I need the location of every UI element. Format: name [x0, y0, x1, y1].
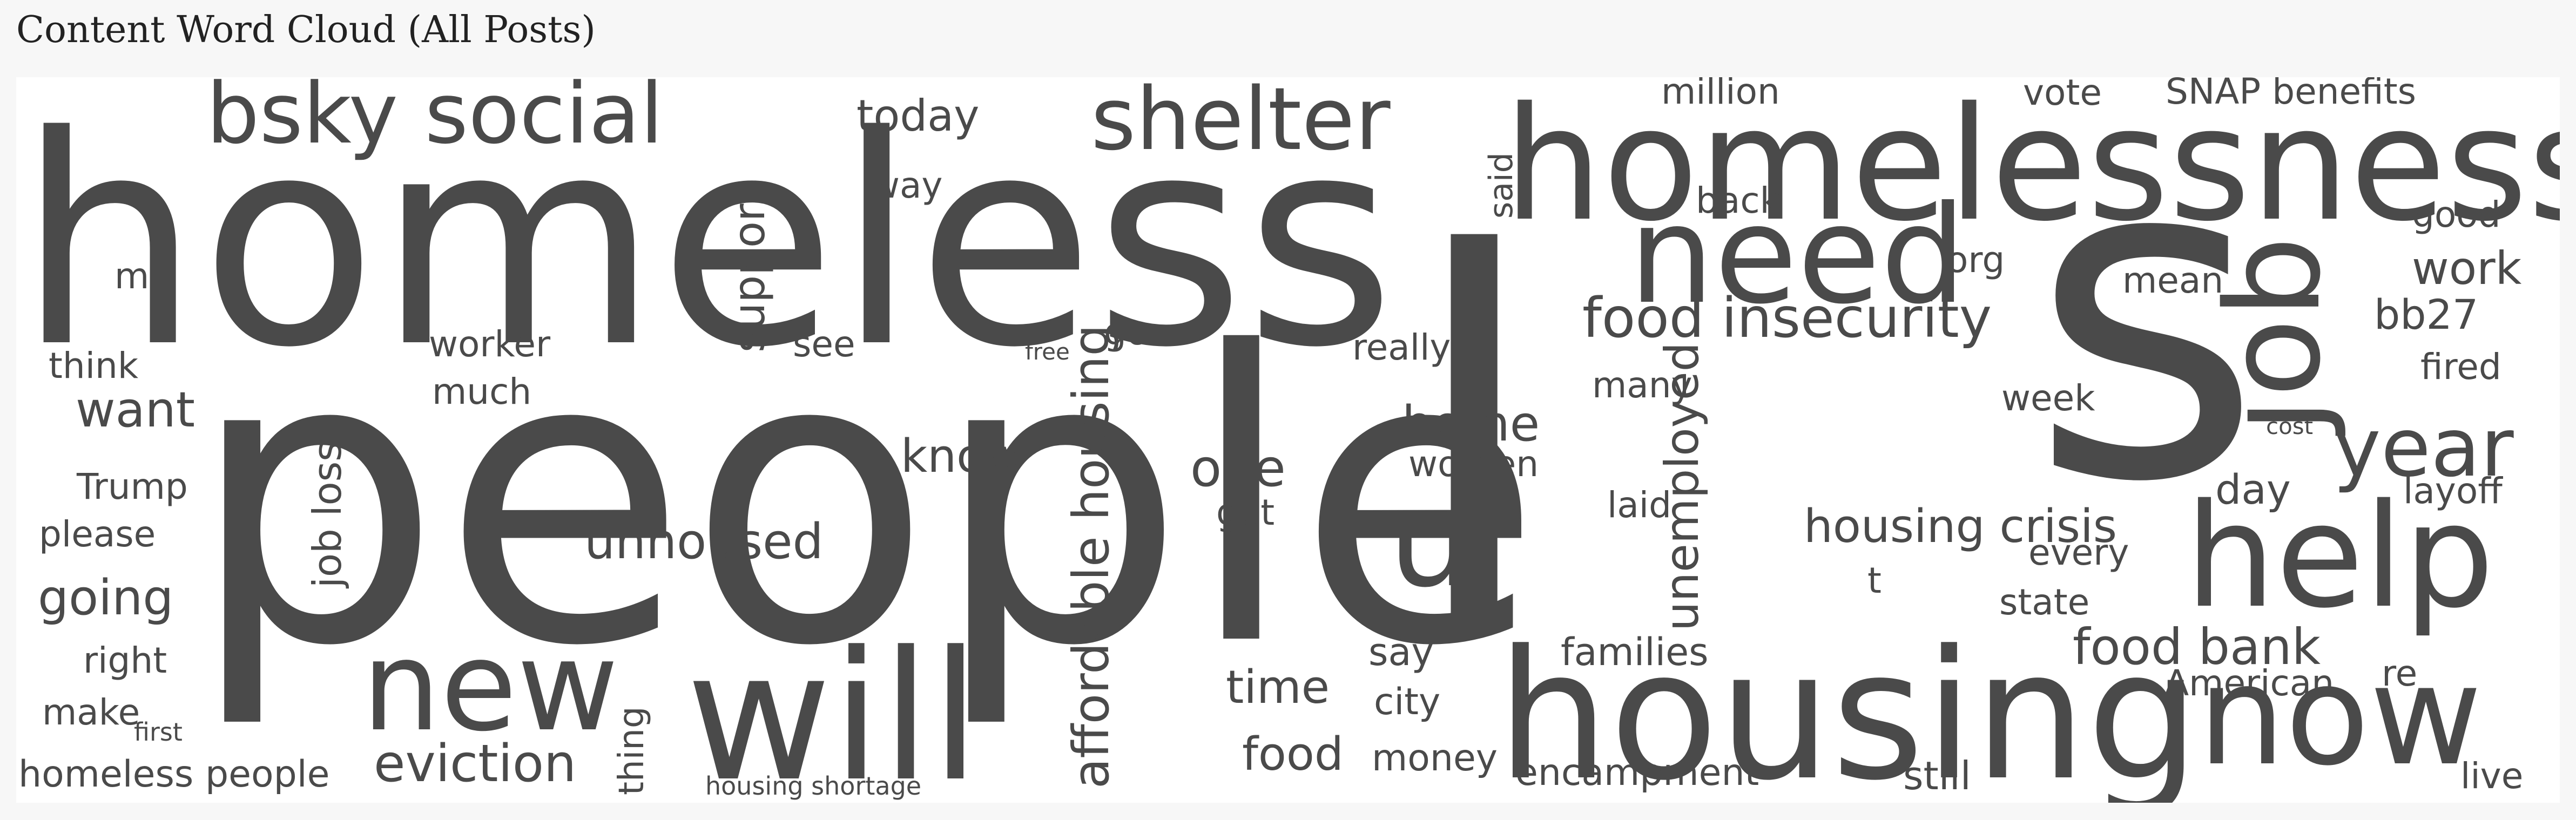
word-back: back: [1696, 180, 1781, 221]
word-vote: vote: [2023, 77, 2102, 113]
word-time: time: [1226, 661, 1330, 714]
word-much: much: [432, 371, 532, 412]
word-see: see: [793, 323, 855, 365]
word-food-insecurity: food insecurity: [1582, 286, 1992, 350]
word-org: org: [1946, 239, 2005, 281]
word-now: now: [2198, 636, 2483, 796]
word-every: every: [2028, 532, 2129, 573]
word-go: go: [1104, 311, 1149, 353]
word-know: know: [901, 430, 1022, 483]
word-free: free: [1025, 338, 1070, 365]
word-t: t: [1867, 560, 1882, 601]
figure-title: Content Word Cloud (All Posts): [16, 9, 596, 51]
word-make: make: [42, 692, 140, 733]
word-one: one: [1190, 439, 1286, 498]
word-good: good: [2412, 194, 2501, 235]
word-home: home: [1402, 396, 1540, 452]
word-state: state: [1999, 581, 2090, 623]
word-m: m: [114, 255, 150, 297]
word-fired: fired: [2420, 346, 2501, 388]
word-want: want: [76, 382, 195, 438]
word-day: day: [2215, 465, 2291, 513]
word-please: please: [39, 513, 156, 555]
word-food: food: [1242, 728, 1344, 781]
word-mean: mean: [2122, 260, 2224, 301]
word-think: think: [49, 345, 139, 387]
word-said: said: [1482, 152, 1520, 219]
word-unhoused: unhoused: [584, 513, 824, 570]
word-going: going: [38, 570, 174, 626]
word-live: live: [2460, 755, 2524, 797]
word-housing-shortage: housing shortage: [705, 771, 922, 801]
word-people: people: [188, 268, 1543, 733]
word-really: really: [1352, 327, 1451, 368]
word-s: s: [2029, 77, 2263, 580]
word-right: right: [83, 640, 167, 681]
word-year: year: [2333, 401, 2514, 495]
word-thing: thing: [612, 706, 652, 795]
word-job: job: [2198, 236, 2349, 433]
word-housing: housing: [1496, 612, 2200, 803]
word-million: million: [1661, 77, 1780, 112]
word-layoff: layoff: [2403, 470, 2503, 512]
word-got: got: [1216, 492, 1275, 533]
word-eviction: eviction: [374, 734, 577, 794]
word-trump: Trump: [77, 466, 188, 507]
word-first: first: [134, 717, 183, 747]
word-way: way: [871, 165, 943, 206]
word-bsky-social: bsky social: [206, 77, 664, 162]
word-l: l: [1402, 147, 1546, 750]
word-today: today: [857, 91, 980, 141]
word-encampment: encampment: [1515, 751, 1759, 794]
word-need: need: [1629, 177, 1966, 334]
word-shelter: shelter: [1091, 77, 1391, 170]
word-american: American: [2164, 662, 2335, 704]
word-will: will: [686, 613, 980, 803]
word-job-loss: job loss: [305, 441, 350, 588]
word-bb27: bb27: [2374, 290, 2479, 338]
word-city: city: [1374, 681, 1441, 723]
word-housing-crisis: housing crisis: [1804, 500, 2117, 553]
word-re: re: [2382, 653, 2418, 694]
word-snap-benefits: SNAP benefits: [2166, 77, 2416, 112]
word-work: work: [2412, 242, 2522, 295]
word-money: money: [1372, 737, 1498, 780]
word-homeless-people: homeless people: [18, 753, 330, 796]
word-women: women: [1408, 443, 1539, 485]
word-week: week: [2001, 377, 2095, 419]
word-homeless: homeless: [17, 77, 1395, 411]
word-say: say: [1368, 630, 1434, 674]
word-cost: cost: [2266, 413, 2314, 439]
word-families: families: [1561, 630, 1709, 674]
word-new: new: [362, 615, 619, 759]
word-laid: laid: [1607, 484, 1672, 526]
word-support: support: [724, 186, 774, 353]
word-many: many: [1592, 364, 1692, 406]
word-help: help: [2185, 473, 2494, 640]
word-food-bank: food bank: [2073, 618, 2321, 676]
word-u: u: [1388, 460, 1474, 617]
word-cloud: people l s homeless homelessness housing…: [16, 77, 2560, 803]
word-worker: worker: [429, 323, 551, 365]
word-still: still: [1903, 753, 1971, 798]
word-homelessness: homelessness: [1503, 77, 2560, 256]
word-affordable-housing: affordable housing: [1062, 324, 1120, 789]
